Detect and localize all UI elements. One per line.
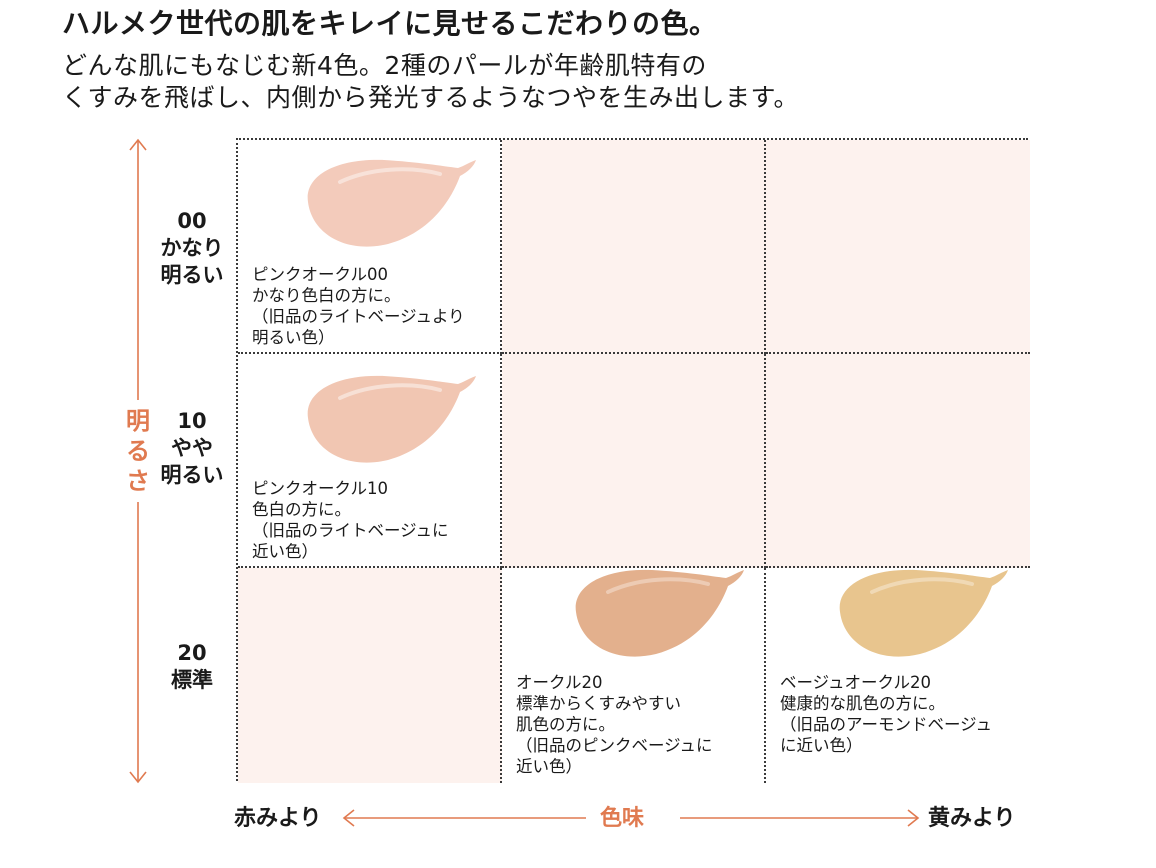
cell-pink-ochre-10: ピンクオークル10 色白の方に。 （旧品のライトベージュに 近い色） — [238, 354, 502, 568]
shade-grid: ピンクオークル00 かなり色白の方に。 （旧品のライトベージュより 明るい色） … — [236, 138, 1028, 781]
cell-pink-ochre-00: ピンクオークル00 かなり色白の方に。 （旧品のライトベージュより 明るい色） — [238, 140, 502, 354]
row-code: 10 — [150, 408, 234, 435]
row-label-10: 10 やや 明るい — [150, 408, 234, 489]
swatch-beige-ochre-20 — [832, 564, 1012, 664]
hue-axis-label: 色味 — [600, 804, 644, 834]
row-desc: やや — [150, 435, 234, 462]
product-name: ピンクオークル00 — [252, 264, 465, 285]
swatch-shape — [840, 570, 1008, 657]
row-code: 20 — [150, 640, 234, 667]
row-desc: 明るい — [150, 262, 234, 289]
hue-axis-right-label: 黄みより — [928, 804, 1016, 834]
row-label-20: 20 標準 — [150, 640, 234, 694]
product-desc-line: 色白の方に。 — [252, 499, 449, 520]
row-desc: かなり — [150, 235, 234, 262]
brightness-axis-label: 明 る さ — [124, 400, 152, 502]
product-desc-line: かなり色白の方に。 — [252, 285, 465, 306]
row-desc: 標準 — [150, 667, 234, 694]
axis-char: る — [124, 436, 152, 466]
axis-char: さ — [124, 466, 152, 496]
brightness-axis: 明 る さ — [128, 138, 148, 784]
product-desc-line: 近い色） — [252, 541, 449, 562]
product-desc-line: （旧品のライトベージュより — [252, 306, 465, 327]
product-desc-line: 明るい色） — [252, 327, 465, 348]
subtitle-line: どんな肌にもなじむ新4色。2種のパールが年齢肌特有の — [62, 50, 799, 82]
swatch-pink-ochre-10 — [300, 370, 480, 470]
product-desc-line: 健康的な肌色の方に。 — [780, 693, 992, 714]
subtitle-line: くすみを飛ばし、内側から発光するようなつやを生み出します。 — [62, 82, 799, 114]
cell-ochre-20: オークル20 標準からくすみやすい 肌色の方に。 （旧品のピンクベージュに 近い… — [502, 568, 766, 783]
cell-empty — [502, 354, 766, 568]
product-name: ピンクオークル10 — [252, 478, 449, 499]
row-label-00: 00 かなり 明るい — [150, 208, 234, 289]
product-desc-line: 肌色の方に。 — [516, 714, 713, 735]
product-description: オークル20 標準からくすみやすい 肌色の方に。 （旧品のピンクベージュに 近い… — [516, 672, 713, 777]
row-desc: 明るい — [150, 462, 234, 489]
cell-empty — [502, 140, 766, 354]
cell-beige-ochre-20: ベージュオークル20 健康的な肌色の方に。 （旧品のアーモンドベージュ に近い色… — [766, 568, 1030, 783]
product-name: オークル20 — [516, 672, 713, 693]
swatch-shape — [308, 160, 476, 247]
page-subtitle: どんな肌にもなじむ新4色。2種のパールが年齢肌特有の くすみを飛ばし、内側から発… — [62, 50, 799, 114]
page-title: ハルメク世代の肌をキレイに見せるこだわりの色。 — [62, 4, 718, 44]
cell-empty — [238, 568, 502, 783]
cell-empty — [766, 140, 1030, 354]
cell-empty — [766, 354, 1030, 568]
hue-axis-left-arrow — [342, 808, 588, 828]
swatch-shape — [308, 376, 476, 463]
product-description: ピンクオークル10 色白の方に。 （旧品のライトベージュに 近い色） — [252, 478, 449, 562]
product-desc-line: に近い色） — [780, 735, 992, 756]
product-description: ベージュオークル20 健康的な肌色の方に。 （旧品のアーモンドベージュ に近い色… — [780, 672, 992, 756]
product-description: ピンクオークル00 かなり色白の方に。 （旧品のライトベージュより 明るい色） — [252, 264, 465, 348]
product-name: ベージュオークル20 — [780, 672, 992, 693]
hue-axis-right-arrow — [680, 808, 920, 828]
hue-axis-left-label: 赤みより — [234, 804, 322, 834]
row-code: 00 — [150, 208, 234, 235]
swatch-shape — [576, 570, 744, 657]
swatch-ochre-20 — [568, 564, 748, 664]
product-desc-line: 近い色） — [516, 756, 713, 777]
axis-char: 明 — [124, 406, 152, 436]
product-desc-line: 標準からくすみやすい — [516, 693, 713, 714]
swatch-pink-ochre-00 — [300, 154, 480, 254]
product-desc-line: （旧品のアーモンドベージュ — [780, 714, 992, 735]
product-desc-line: （旧品のピンクベージュに — [516, 735, 713, 756]
product-desc-line: （旧品のライトベージュに — [252, 520, 449, 541]
